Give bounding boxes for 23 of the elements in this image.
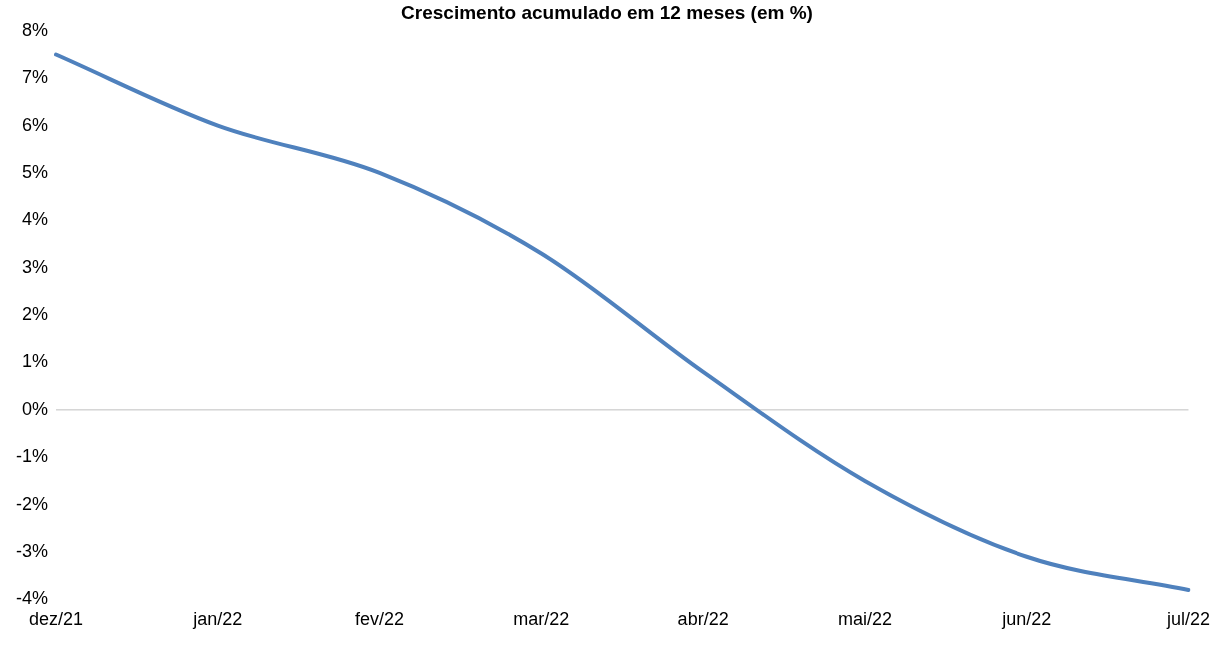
y-tick-label: 5% [21,161,49,182]
y-tick-label: -2% [15,493,49,514]
y-tick-label: 8% [21,19,49,40]
x-tick-label: dez/21 [28,609,84,630]
y-tick-label: 6% [21,114,49,135]
x-tick-label: jun/22 [1001,609,1052,630]
x-tick-label: jul/22 [1165,609,1210,630]
y-tick-label: -4% [15,588,49,609]
y-tick-label: 3% [21,256,49,277]
x-tick-label: mai/22 [837,609,892,630]
y-tick-label: -1% [15,446,49,467]
y-tick-label: 7% [21,67,49,88]
x-tick-label: fev/22 [355,609,405,630]
y-tick-label: 0% [21,398,49,419]
line-series [54,52,1191,592]
y-tick-label: 1% [21,351,49,372]
x-tick-label: jan/22 [192,609,243,630]
x-tick-label: abr/22 [677,609,729,630]
y-tick-label: 4% [21,209,49,230]
chart-title: Crescimento acumulado em 12 meses (em %) [401,1,813,23]
x-tick-label: mar/22 [513,609,570,630]
y-tick-label: 2% [21,304,49,325]
y-tick-label: -3% [15,540,49,561]
